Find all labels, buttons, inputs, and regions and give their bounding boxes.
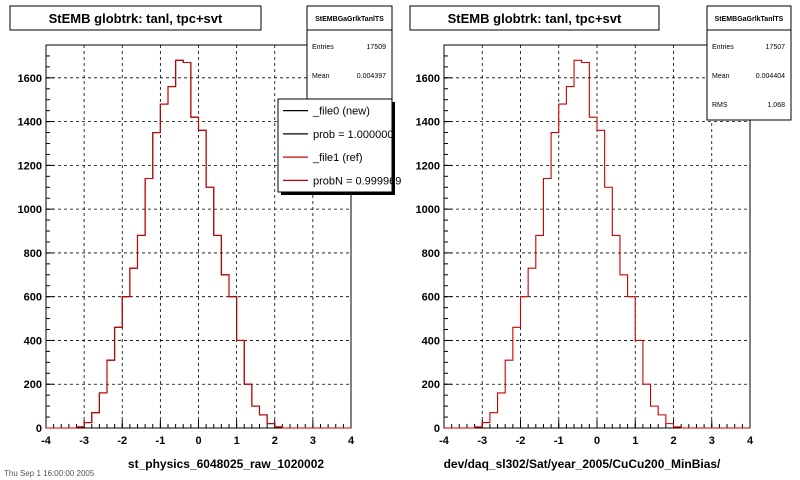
y-tick-label: 1400 — [416, 117, 440, 129]
y-tick-label: 200 — [24, 379, 42, 391]
x-tick-label: -3 — [477, 435, 487, 447]
left-histogram-panel: 0 200 400 600 800 1000 1200 1400 1600 -4 -3 -2 -1 0 1 2… — [9, 5, 401, 471]
x-tick-label: -1 — [554, 435, 564, 447]
title-box — [9, 5, 262, 31]
stats-label: Mean — [712, 73, 730, 80]
stats-value: 17507 — [766, 44, 786, 51]
y-tick-label: 0 — [36, 423, 42, 435]
stats-name: StEMBGaGrlkTanlTS — [315, 16, 384, 23]
stats-label: RMS — [712, 102, 728, 109]
stats-box — [706, 5, 792, 121]
y-tick-label: 1400 — [18, 117, 42, 129]
stats-box — [306, 5, 393, 101]
y-tick-label: 1200 — [416, 160, 440, 172]
y-tick-label: 1000 — [416, 204, 440, 216]
chart-title: StEMB globtrk: tanl, tpc+svt — [448, 11, 622, 26]
x-axis-label: st_physics_6048025_raw_1020002 — [128, 457, 324, 471]
chart-title: StEMB globtrk: tanl, tpc+svt — [49, 11, 223, 26]
y-tick-label: 600 — [24, 292, 42, 304]
x-tick-label: 4 — [348, 435, 355, 447]
histogram-series-1 — [46, 59, 351, 429]
stats-value: 0.004397 — [357, 73, 386, 80]
x-tick-label: -4 — [439, 435, 450, 447]
x-tick-label: -1 — [155, 435, 165, 447]
stats-value: 1.068 — [767, 102, 785, 109]
stats-label: Mean — [312, 73, 330, 80]
x-tick-label: -2 — [516, 435, 526, 447]
legend-box — [277, 98, 393, 193]
x-tick-label: 3 — [310, 435, 316, 447]
legend-label: prob = 1.000000 — [313, 129, 393, 141]
y-tick-label: 200 — [422, 379, 440, 391]
stats-name: StEMBGaGrlkTanlTS — [715, 16, 784, 23]
stats-value: 0.004404 — [756, 73, 785, 80]
y-tick-label: 400 — [24, 335, 42, 347]
y-tick-label: 800 — [24, 248, 42, 260]
footer-timestamp: Thu Sep 1 16:00:00 2005 — [4, 469, 95, 478]
x-tick-label: 3 — [709, 435, 715, 447]
y-tick-label: 1600 — [416, 73, 440, 85]
legend-label: probN = 0.999969 — [313, 175, 401, 187]
x-tick-label: 1 — [234, 435, 240, 447]
stats-value: 17509 — [367, 44, 387, 51]
x-tick-label: -2 — [117, 435, 127, 447]
x-tick-label: 2 — [272, 435, 278, 447]
y-tick-label: 0 — [434, 423, 440, 435]
x-tick-label: 0 — [594, 435, 600, 447]
legend-label: _file1 (ref) — [312, 152, 363, 164]
x-tick-label: 4 — [747, 435, 754, 447]
legend-label: _file0 (new) — [312, 106, 370, 118]
y-tick-label: 800 — [422, 248, 440, 260]
y-tick-label: 600 — [422, 292, 440, 304]
x-axis-label: dev/daq_sl302/Sat/year_2005/CuCu200_MinB… — [444, 457, 721, 471]
stats-label: Entries — [312, 44, 334, 51]
stats-label: Entries — [712, 44, 734, 51]
x-tick-label: -4 — [41, 435, 52, 447]
x-tick-label: 0 — [195, 435, 201, 447]
y-tick-label: 1200 — [18, 160, 42, 172]
y-tick-label: 400 — [422, 335, 440, 347]
y-tick-label: 1000 — [18, 204, 42, 216]
x-tick-label: 2 — [670, 435, 676, 447]
title-box — [409, 5, 660, 31]
y-tick-label: 1600 — [18, 73, 42, 85]
histogram-series-0 — [444, 59, 750, 429]
x-tick-label: -3 — [79, 435, 89, 447]
right-histogram-panel: 0 200 400 600 800 1000 1200 1400 1600 -4 -3 -2 -1 0 1 2… — [409, 5, 792, 471]
x-tick-label: 1 — [632, 435, 638, 447]
